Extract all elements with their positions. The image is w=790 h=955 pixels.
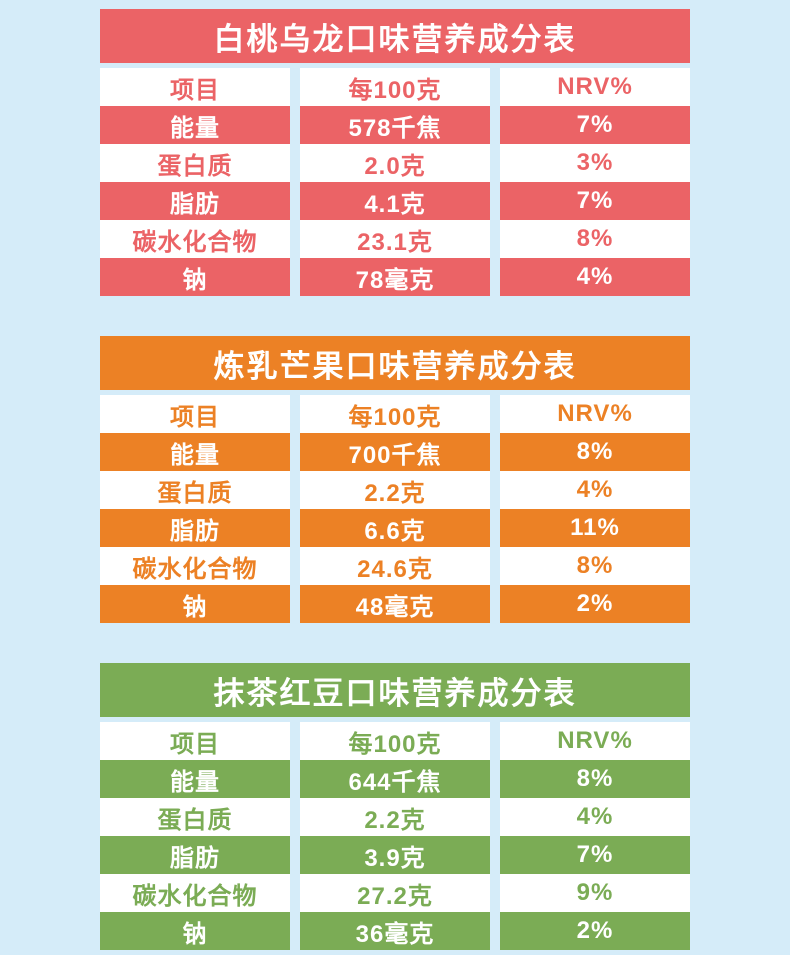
table-header-row: 项目 每100克 NRV% [100, 395, 690, 433]
nrv-cell: 7% [500, 106, 690, 144]
table-row: 碳水化合物 27.2克 9% [100, 874, 690, 912]
nrv-cell: 7% [500, 182, 690, 220]
per-100g-cell: 24.6克 [300, 547, 490, 585]
item-name-cell: 钠 [100, 585, 290, 623]
column-header-nrv: NRV% [500, 722, 690, 760]
item-name-cell: 碳水化合物 [100, 874, 290, 912]
item-name-cell: 蛋白质 [100, 144, 290, 182]
nrv-cell: 8% [500, 433, 690, 471]
item-name-cell: 碳水化合物 [100, 220, 290, 258]
nrv-cell: 4% [500, 258, 690, 296]
item-name-cell: 蛋白质 [100, 798, 290, 836]
per-100g-cell: 23.1克 [300, 220, 490, 258]
table-title: 白桃乌龙口味营养成分表 [100, 9, 690, 63]
item-name-cell: 脂肪 [100, 509, 290, 547]
table-row: 蛋白质 2.2克 4% [100, 798, 690, 836]
item-name-cell: 蛋白质 [100, 471, 290, 509]
per-100g-cell: 2.2克 [300, 798, 490, 836]
column-header-per-100g: 每100克 [300, 68, 490, 106]
nrv-cell: 8% [500, 220, 690, 258]
table-row: 脂肪 6.6克 11% [100, 509, 690, 547]
table-row: 钠 78毫克 4% [100, 258, 690, 296]
nrv-cell: 11% [500, 509, 690, 547]
nrv-cell: 8% [500, 547, 690, 585]
column-header-item: 项目 [100, 68, 290, 106]
per-100g-cell: 27.2克 [300, 874, 490, 912]
item-name-cell: 能量 [100, 106, 290, 144]
table-row: 碳水化合物 23.1克 8% [100, 220, 690, 258]
table-row: 能量 700千焦 8% [100, 433, 690, 471]
table-row: 能量 578千焦 7% [100, 106, 690, 144]
item-name-cell: 脂肪 [100, 182, 290, 220]
per-100g-cell: 3.9克 [300, 836, 490, 874]
item-name-cell: 钠 [100, 258, 290, 296]
table-header-row: 项目 每100克 NRV% [100, 722, 690, 760]
column-header-item: 项目 [100, 722, 290, 760]
table-row: 碳水化合物 24.6克 8% [100, 547, 690, 585]
table-row: 脂肪 3.9克 7% [100, 836, 690, 874]
per-100g-cell: 644千焦 [300, 760, 490, 798]
nrv-cell: 4% [500, 471, 690, 509]
table-title: 抹茶红豆口味营养成分表 [100, 663, 690, 717]
nrv-cell: 9% [500, 874, 690, 912]
per-100g-cell: 6.6克 [300, 509, 490, 547]
column-header-item: 项目 [100, 395, 290, 433]
per-100g-cell: 2.0克 [300, 144, 490, 182]
table-row: 脂肪 4.1克 7% [100, 182, 690, 220]
per-100g-cell: 4.1克 [300, 182, 490, 220]
nrv-cell: 7% [500, 836, 690, 874]
nutrition-table-white-peach-oolong: 白桃乌龙口味营养成分表 项目 每100克 NRV% 能量 578千焦 7% 蛋白… [100, 9, 690, 296]
table-row: 钠 48毫克 2% [100, 585, 690, 623]
nrv-cell: 3% [500, 144, 690, 182]
column-header-nrv: NRV% [500, 395, 690, 433]
item-name-cell: 脂肪 [100, 836, 290, 874]
column-header-per-100g: 每100克 [300, 722, 490, 760]
per-100g-cell: 78毫克 [300, 258, 490, 296]
table-row: 蛋白质 2.2克 4% [100, 471, 690, 509]
per-100g-cell: 700千焦 [300, 433, 490, 471]
item-name-cell: 碳水化合物 [100, 547, 290, 585]
column-header-nrv: NRV% [500, 68, 690, 106]
nrv-cell: 2% [500, 912, 690, 950]
item-name-cell: 钠 [100, 912, 290, 950]
nrv-cell: 4% [500, 798, 690, 836]
per-100g-cell: 578千焦 [300, 106, 490, 144]
column-header-per-100g: 每100克 [300, 395, 490, 433]
table-title: 炼乳芒果口味营养成分表 [100, 336, 690, 390]
per-100g-cell: 2.2克 [300, 471, 490, 509]
per-100g-cell: 36毫克 [300, 912, 490, 950]
table-row: 蛋白质 2.0克 3% [100, 144, 690, 182]
item-name-cell: 能量 [100, 760, 290, 798]
item-name-cell: 能量 [100, 433, 290, 471]
nrv-cell: 8% [500, 760, 690, 798]
nutrition-table-condensed-milk-mango: 炼乳芒果口味营养成分表 项目 每100克 NRV% 能量 700千焦 8% 蛋白… [100, 336, 690, 623]
table-row: 钠 36毫克 2% [100, 912, 690, 950]
per-100g-cell: 48毫克 [300, 585, 490, 623]
nrv-cell: 2% [500, 585, 690, 623]
table-row: 能量 644千焦 8% [100, 760, 690, 798]
table-header-row: 项目 每100克 NRV% [100, 68, 690, 106]
nutrition-table-matcha-red-bean: 抹茶红豆口味营养成分表 项目 每100克 NRV% 能量 644千焦 8% 蛋白… [100, 663, 690, 950]
